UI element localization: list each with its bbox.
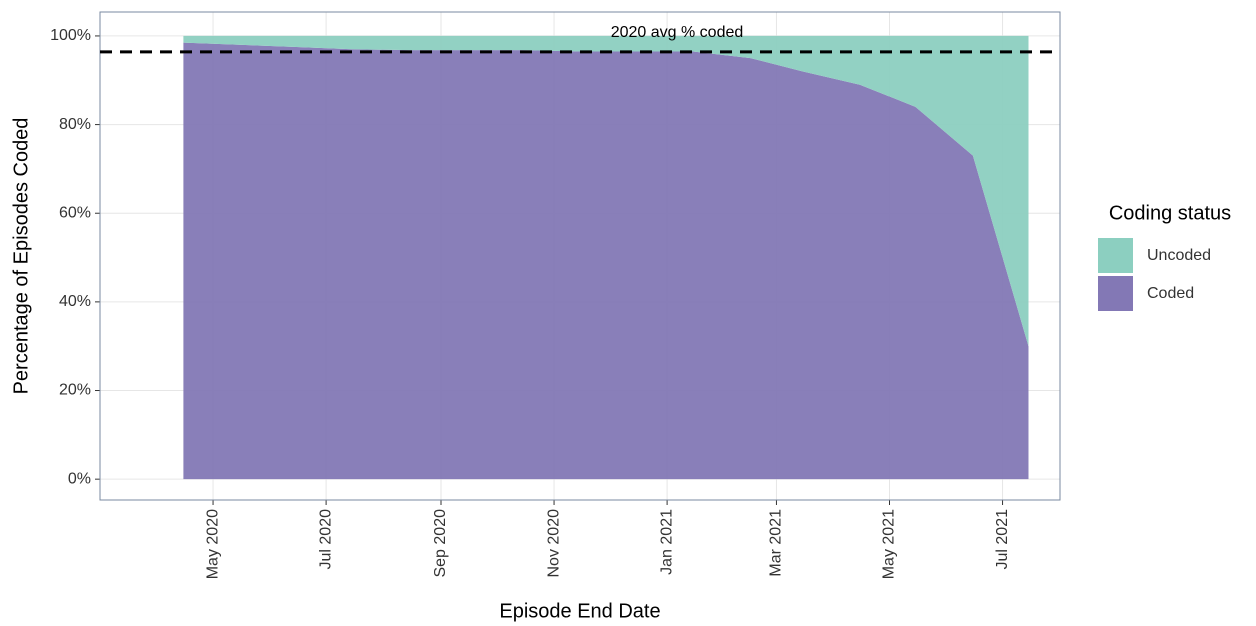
x-tick-label: May 2021 xyxy=(881,509,898,579)
y-tick-label: 100% xyxy=(50,27,91,44)
x-tick-label: Jul 2021 xyxy=(994,509,1011,570)
x-tick-label: May 2020 xyxy=(204,509,221,579)
x-tick-label: Nov 2020 xyxy=(545,509,562,578)
legend-swatch xyxy=(1098,276,1133,311)
y-tick-label: 40% xyxy=(59,293,91,310)
plot-border xyxy=(99,11,1061,501)
reference-label: 2020 avg % coded xyxy=(611,24,744,41)
y-tick-label: 80% xyxy=(59,116,91,133)
area xyxy=(183,35,1029,347)
y-tick-label: 20% xyxy=(59,382,91,399)
y-axis-title: Percentage of Episodes Coded xyxy=(10,118,32,395)
x-tick-label: Jul 2020 xyxy=(317,509,334,570)
x-tick-label: Sep 2020 xyxy=(432,509,449,578)
area xyxy=(183,42,1029,480)
legend-label: Uncoded xyxy=(1147,247,1211,264)
x-tick-label: Mar 2021 xyxy=(768,509,785,577)
legend-swatch xyxy=(1098,238,1133,273)
y-tick-label: 0% xyxy=(68,470,91,487)
legend-title: Coding status xyxy=(1109,202,1231,224)
x-tick-label: Jan 2021 xyxy=(658,509,675,575)
x-axis-title: Episode End Date xyxy=(499,600,660,622)
legend-label: Coded xyxy=(1147,285,1194,302)
y-tick-label: 60% xyxy=(59,204,91,221)
